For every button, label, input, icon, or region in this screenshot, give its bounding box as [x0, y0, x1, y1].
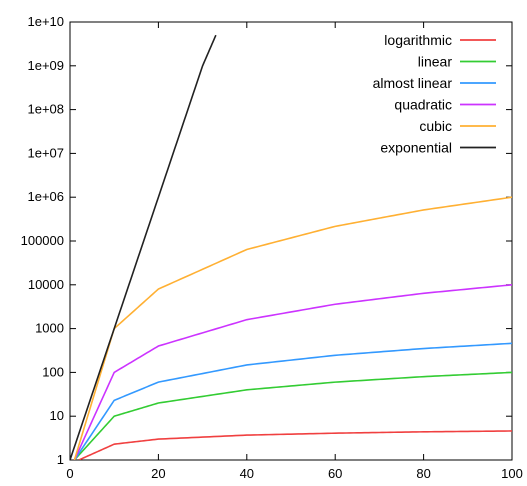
y-tick-label: 100000	[21, 233, 64, 248]
x-tick-label: 60	[328, 466, 342, 481]
y-tick-label: 10	[50, 408, 64, 423]
legend-label: exponential	[380, 140, 452, 156]
x-tick-label: 80	[416, 466, 430, 481]
x-tick-label: 100	[501, 466, 523, 481]
x-tick-label: 0	[66, 466, 73, 481]
y-tick-label: 10000	[28, 277, 64, 292]
legend-label: linear	[418, 54, 453, 70]
series-line-almost-linear	[73, 342, 512, 460]
y-tick-label: 1000	[35, 321, 64, 336]
series-line-cubic	[73, 196, 512, 460]
x-tick-label: 40	[240, 466, 254, 481]
y-axis-ticks: 1 10 100 1000 10000 100000 1e+06 1e+07 1e+08 1e+0…	[21, 14, 512, 467]
series-line-exponential	[70, 34, 217, 460]
y-tick-label: 1	[57, 452, 64, 467]
y-tick-label: 1e+07	[27, 145, 64, 160]
legend-label: almost linear	[373, 75, 453, 91]
legend-label: quadratic	[394, 97, 452, 113]
y-tick-label: 1e+06	[27, 189, 64, 204]
series-line-logarithmic	[78, 430, 512, 460]
y-tick-label: 100	[42, 364, 64, 379]
series-lines	[70, 34, 512, 460]
series-line-quadratic	[73, 284, 512, 460]
y-tick-label: 1e+10	[27, 14, 64, 29]
y-tick-label: 1e+08	[27, 102, 64, 117]
y-tick-label: 1e+09	[27, 58, 64, 73]
series-line-linear	[73, 371, 512, 460]
legend-label: cubic	[419, 118, 452, 134]
legend: logarithmic linear almost linear quadratic c…	[373, 32, 496, 156]
x-axis-ticks: 0 20 40 60 80 100	[66, 22, 523, 481]
x-tick-label: 20	[151, 466, 165, 481]
legend-label: logarithmic	[384, 32, 452, 48]
